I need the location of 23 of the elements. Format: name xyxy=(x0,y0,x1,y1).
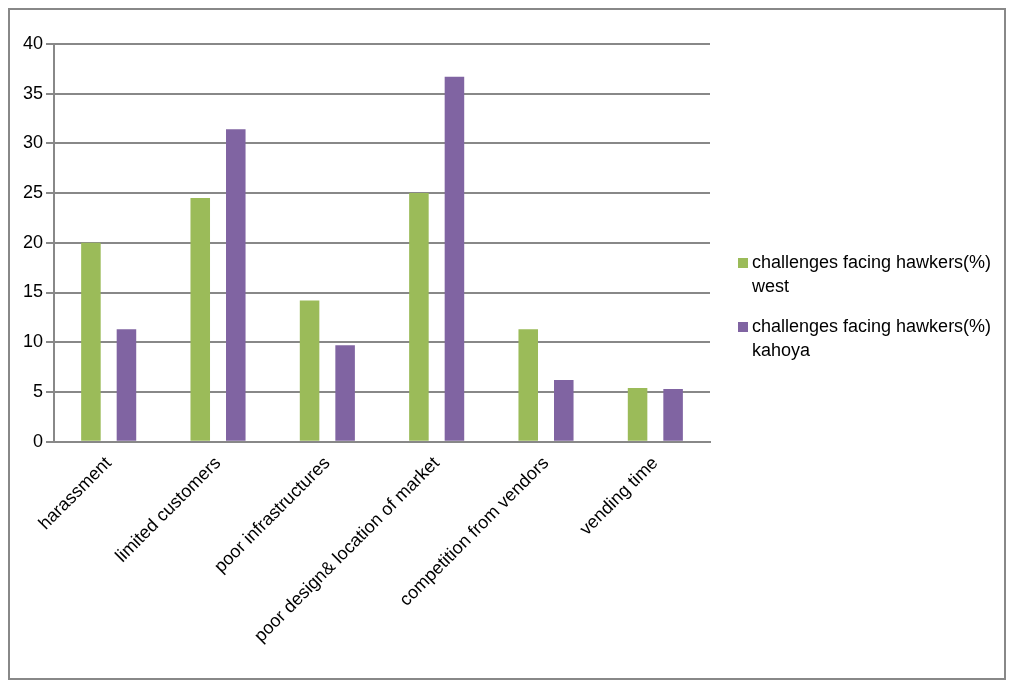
y-tick-label: 40 xyxy=(22,32,44,53)
bar xyxy=(409,193,429,441)
y-tick-label: 20 xyxy=(22,231,44,252)
legend-label: challenges facing hawkers(%) west xyxy=(752,251,993,298)
bar xyxy=(299,300,320,441)
y-tick-label: 0 xyxy=(33,430,44,451)
bar xyxy=(116,329,137,441)
legend-label: challenges facing hawkers(%) kahoya xyxy=(752,315,993,362)
bar xyxy=(444,76,465,441)
bar xyxy=(518,329,539,441)
y-tick-label: 30 xyxy=(22,132,44,153)
bar xyxy=(335,345,355,441)
y-tick-label: 35 xyxy=(22,82,44,103)
y-tick-label: 15 xyxy=(22,281,44,302)
bar xyxy=(81,242,101,441)
bar xyxy=(663,389,683,441)
y-tick-label: 5 xyxy=(33,380,44,401)
y-tick-label: 25 xyxy=(22,181,44,202)
bar xyxy=(554,380,574,441)
y-tick-label: 10 xyxy=(22,331,44,352)
bar xyxy=(627,388,648,441)
bar xyxy=(226,129,246,441)
bar xyxy=(190,198,211,441)
